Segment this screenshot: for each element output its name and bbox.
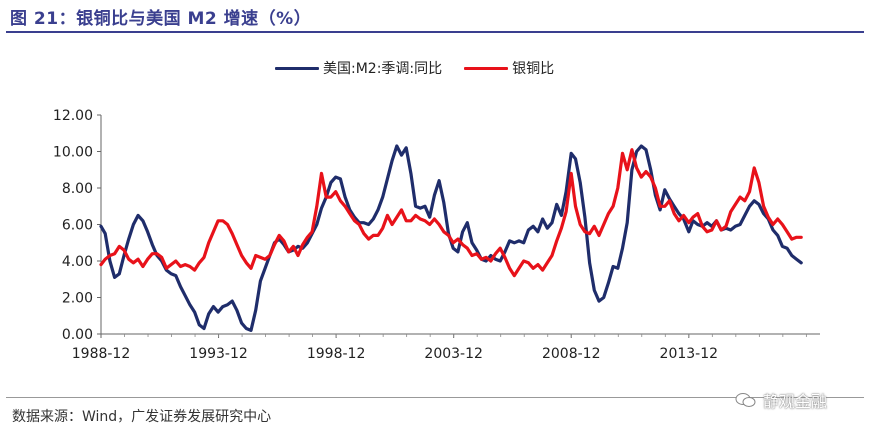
x-tick-label: 1998-12: [307, 346, 366, 362]
x-tick-label: 2003-12: [424, 346, 483, 362]
legend-item-silver-copper: 银铜比: [464, 58, 554, 78]
y-tick-label: 10.00: [53, 145, 93, 161]
y-tick-label: 0.00: [62, 327, 93, 343]
y-tick-label: 6.00: [62, 218, 93, 234]
x-tick-label: 2008-12: [542, 346, 601, 362]
x-tick-label: 1988-12: [72, 346, 131, 362]
y-tick-label: 12.00: [53, 108, 93, 124]
watermark: 静观金融: [735, 388, 827, 412]
legend-label-silver-copper: 银铜比: [512, 61, 555, 77]
x-tick-label: 2013-12: [660, 346, 719, 362]
chart-legend: 美国:M2:季调:同比 银铜比: [275, 58, 576, 78]
y-tick-label: 4.00: [62, 254, 93, 270]
legend-label-m2: 美国:M2:季调:同比: [323, 61, 443, 77]
series-line-silver-copper: [99, 148, 803, 278]
legend-swatch-m2: [275, 66, 319, 70]
title-divider: [6, 31, 864, 33]
legend-swatch-silver-copper: [464, 66, 509, 70]
source-divider: [6, 397, 864, 398]
wechat-icon: [735, 392, 757, 408]
x-tick-label: 1993-12: [189, 346, 248, 362]
chart-title: 图 21：银铜比与美国 M2 增速（%）: [10, 9, 312, 29]
watermark-text: 静观金融: [763, 392, 828, 411]
source-note: 数据来源：Wind，广发证券发展研究中心: [12, 409, 272, 425]
y-tick-label: 2.00: [62, 291, 93, 307]
y-tick-label: 8.00: [62, 181, 93, 197]
legend-item-m2: 美国:M2:季调:同比: [275, 58, 442, 78]
